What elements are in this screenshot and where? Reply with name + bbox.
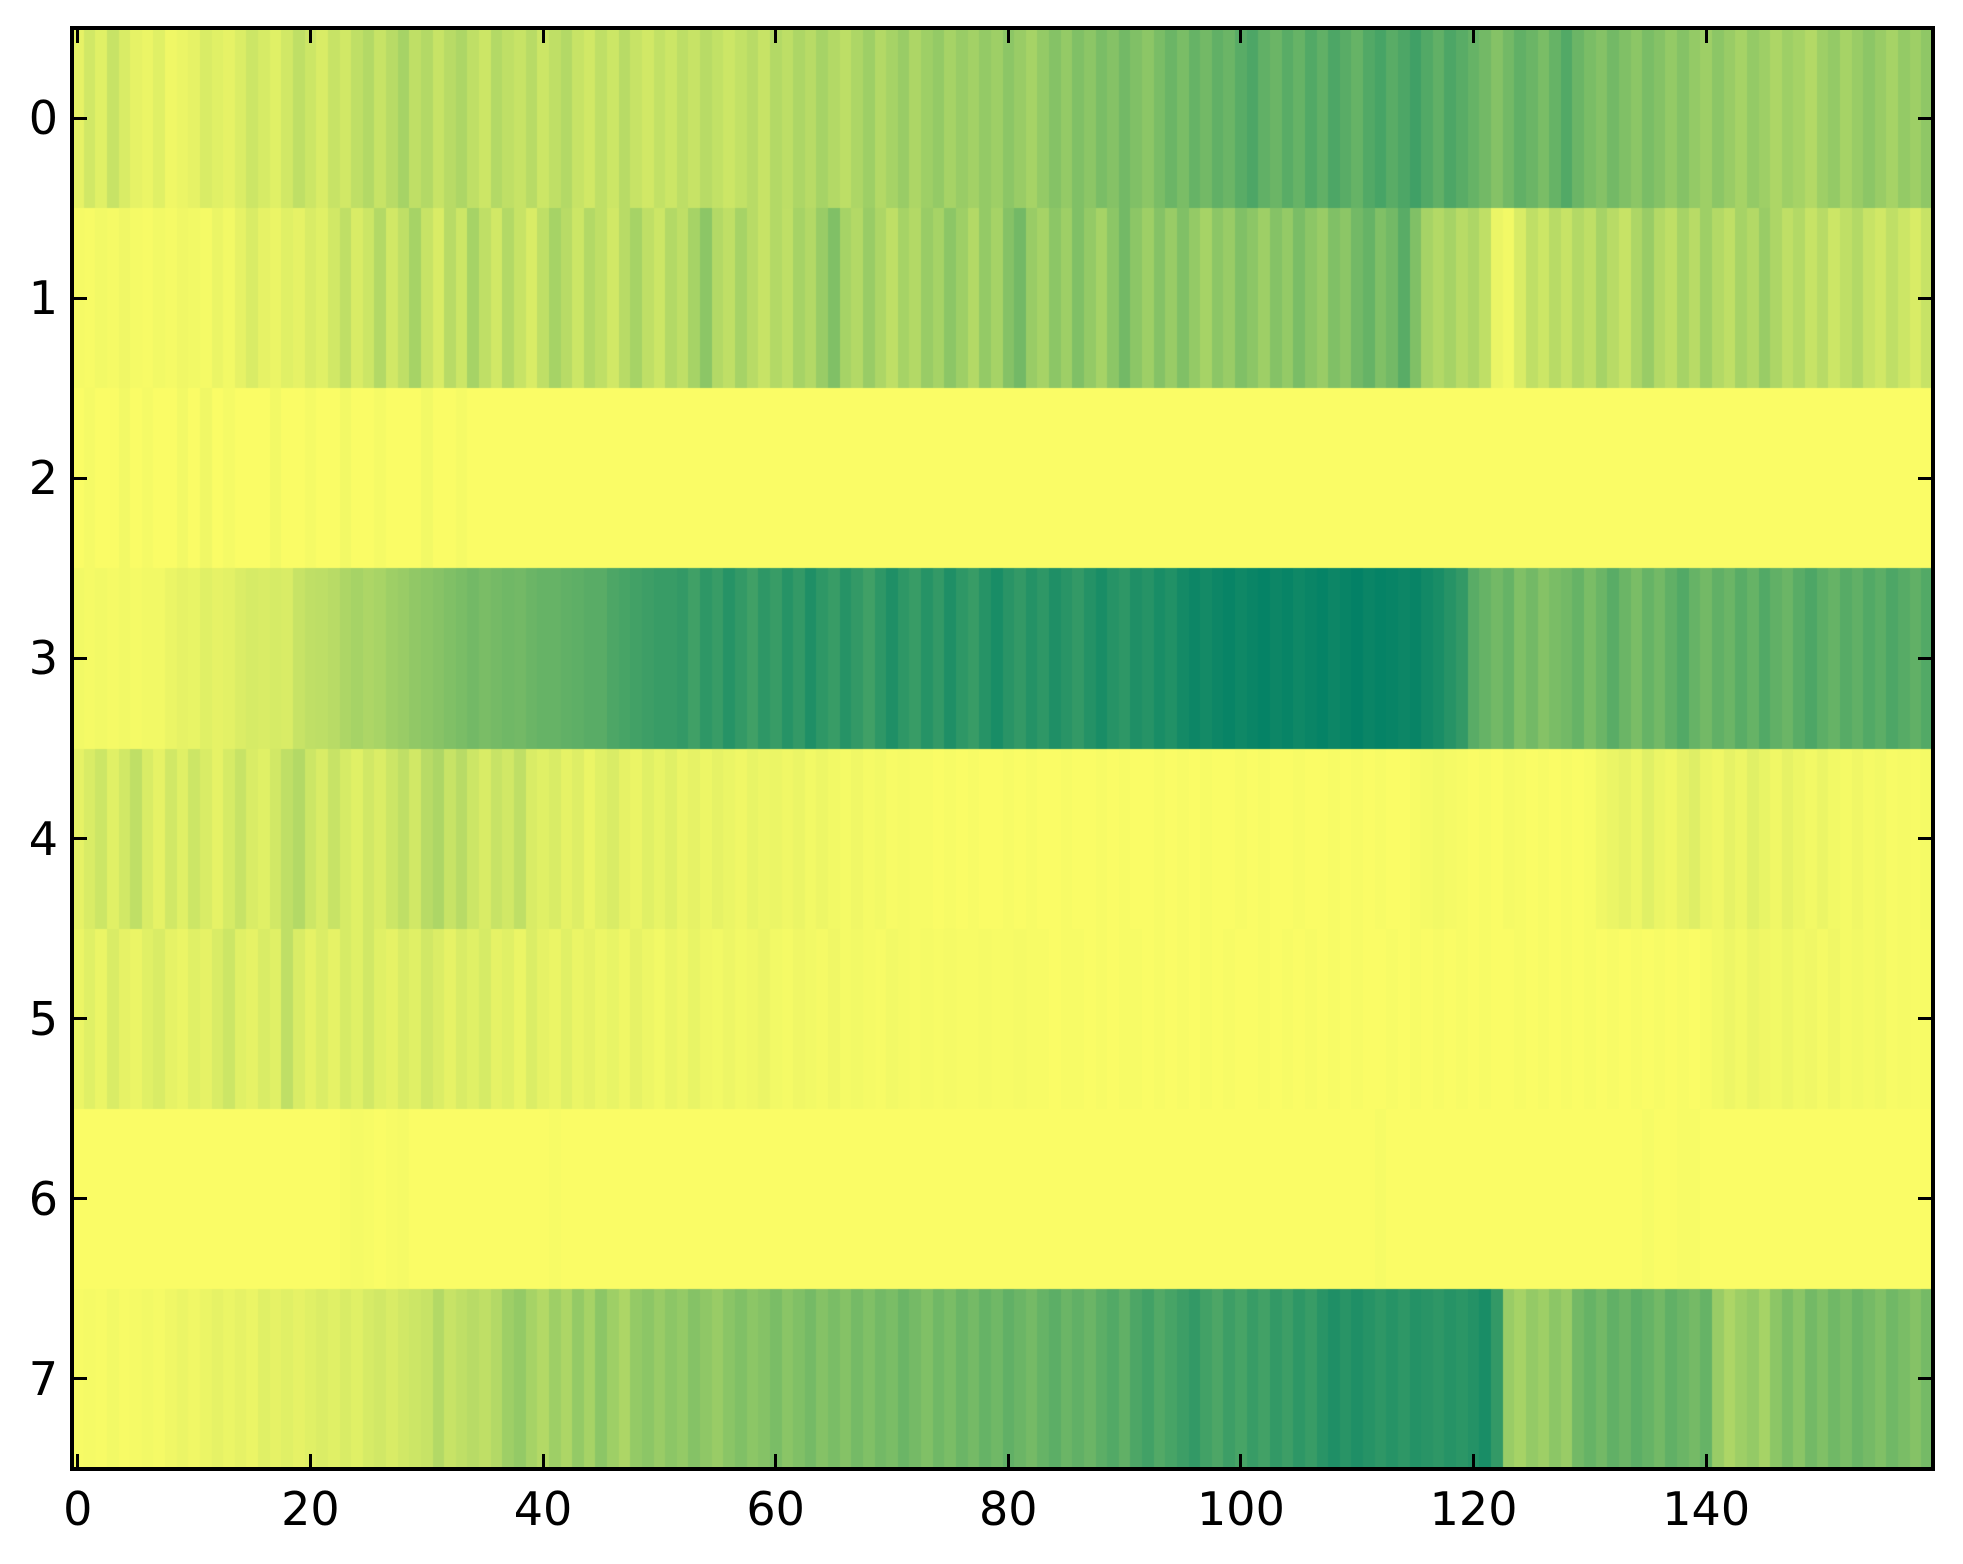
y-tick-mark (72, 476, 87, 480)
y-tick-mark-right (1918, 476, 1933, 480)
y-tick-label: 2 (28, 451, 58, 506)
x-tick-mark-top (1472, 28, 1476, 43)
x-tick-mark (76, 1454, 80, 1469)
x-tick-label: 80 (979, 1482, 1038, 1536)
y-tick-mark-right (1918, 1377, 1933, 1381)
y-tick-mark (72, 1377, 87, 1381)
x-tick-label: 0 (63, 1482, 93, 1536)
x-tick-mark-top (541, 28, 545, 43)
x-tick-mark (774, 1454, 778, 1469)
y-tick-mark (72, 837, 87, 841)
y-tick-mark (72, 1197, 87, 1201)
x-tick-label: 140 (1662, 1482, 1751, 1536)
y-tick-label: 5 (28, 991, 58, 1046)
x-tick-mark (541, 1454, 545, 1469)
y-tick-mark-right (1918, 296, 1933, 300)
y-tick-mark-right (1918, 116, 1933, 120)
y-tick-mark (72, 116, 87, 120)
y-tick-mark-right (1918, 1197, 1933, 1201)
x-tick-mark-top (76, 28, 80, 43)
y-tick-mark (72, 656, 87, 660)
y-tick-mark-right (1918, 656, 1933, 660)
y-tick-mark-right (1918, 837, 1933, 841)
heatmap-canvas (72, 28, 1933, 1469)
x-tick-mark (1006, 1454, 1010, 1469)
x-tick-mark (1239, 1454, 1243, 1469)
x-tick-mark-top (308, 28, 312, 43)
y-tick-label: 7 (28, 1351, 58, 1406)
x-tick-mark (308, 1454, 312, 1469)
y-tick-label: 6 (28, 1171, 58, 1226)
x-tick-label: 100 (1197, 1482, 1285, 1536)
y-tick-mark-right (1918, 1017, 1933, 1021)
x-tick-mark (1472, 1454, 1476, 1469)
x-tick-mark-top (1704, 28, 1708, 43)
x-tick-mark-top (774, 28, 778, 43)
y-tick-label: 3 (28, 631, 58, 686)
y-tick-mark (72, 1017, 87, 1021)
y-tick-label: 0 (28, 91, 58, 146)
y-tick-mark (72, 296, 87, 300)
x-tick-mark-top (1006, 28, 1010, 43)
y-tick-label: 4 (28, 811, 58, 866)
x-tick-label: 40 (513, 1482, 573, 1536)
x-tick-label: 120 (1429, 1482, 1518, 1536)
x-tick-label: 60 (746, 1482, 805, 1536)
x-tick-label: 20 (281, 1482, 340, 1536)
x-tick-mark (1704, 1454, 1708, 1469)
y-tick-label: 1 (28, 271, 58, 326)
x-tick-mark-top (1239, 28, 1243, 43)
